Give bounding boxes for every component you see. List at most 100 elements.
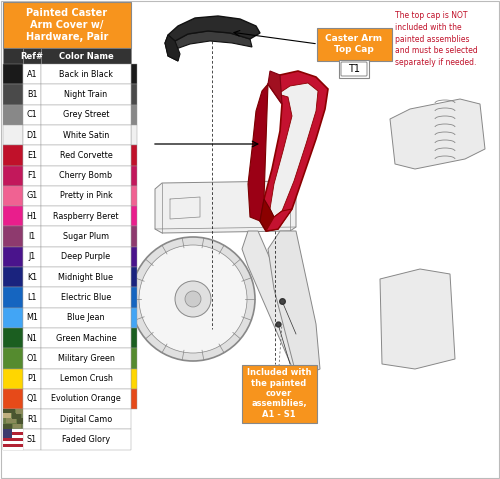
Text: Ref#: Ref# [20,52,44,60]
Bar [3,441,23,444]
Text: Included with
the painted
cover
assemblies,
A1 - S1: Included with the painted cover assembli… [247,368,311,419]
Text: Blue Jean: Blue Jean [67,313,105,322]
FancyBboxPatch shape [23,104,41,125]
Bar [3,433,23,435]
Polygon shape [268,71,282,104]
Text: Q1: Q1 [26,394,38,403]
FancyBboxPatch shape [41,287,131,308]
Text: Pretty in Pink: Pretty in Pink [60,192,112,200]
FancyBboxPatch shape [41,84,131,104]
Text: B1: B1 [27,90,37,99]
Text: N1: N1 [26,333,38,342]
Text: Cherry Bomb: Cherry Bomb [60,171,112,180]
Bar [12,413,21,420]
FancyBboxPatch shape [3,227,23,247]
Polygon shape [155,181,296,233]
Text: H1: H1 [26,212,38,221]
FancyBboxPatch shape [41,206,131,227]
Circle shape [131,237,255,361]
Bar [3,438,23,441]
FancyBboxPatch shape [131,64,137,84]
Polygon shape [165,43,178,61]
Text: Raspberry Beret: Raspberry Beret [53,212,119,221]
Bar [3,429,23,433]
FancyBboxPatch shape [41,145,131,166]
FancyBboxPatch shape [41,389,131,409]
FancyBboxPatch shape [41,308,131,328]
FancyBboxPatch shape [131,308,137,328]
FancyBboxPatch shape [41,227,131,247]
FancyBboxPatch shape [41,429,131,450]
Text: R1: R1 [27,415,37,424]
Text: E1: E1 [27,151,37,160]
FancyBboxPatch shape [131,125,137,145]
Bar [13,424,21,428]
FancyBboxPatch shape [131,368,137,389]
FancyBboxPatch shape [23,389,41,409]
FancyBboxPatch shape [41,409,131,429]
Text: The top cap is NOT
included with the
painted assemblies
and must be selected
sep: The top cap is NOT included with the pai… [395,11,478,67]
Text: Sugar Plum: Sugar Plum [63,232,109,241]
Text: T1: T1 [348,64,360,74]
FancyBboxPatch shape [41,328,131,348]
Text: K1: K1 [27,273,37,282]
Text: M1: M1 [26,313,38,322]
Text: Color Name: Color Name [58,52,114,60]
Circle shape [185,291,201,307]
Polygon shape [260,71,328,231]
Polygon shape [168,16,260,41]
Text: Caster Arm
Top Cap: Caster Arm Top Cap [326,34,382,54]
Text: A1: A1 [27,69,37,79]
FancyBboxPatch shape [3,389,23,409]
Text: Midnight Blue: Midnight Blue [58,273,114,282]
FancyBboxPatch shape [41,166,131,186]
Text: Red Corvette: Red Corvette [60,151,112,160]
FancyBboxPatch shape [23,308,41,328]
FancyBboxPatch shape [3,328,23,348]
FancyBboxPatch shape [341,62,367,76]
FancyBboxPatch shape [131,186,137,206]
Text: Green Machine: Green Machine [56,333,116,342]
Bar [3,444,23,447]
FancyBboxPatch shape [23,287,41,308]
Text: Military Green: Military Green [58,354,114,363]
Text: Night Train: Night Train [64,90,108,99]
FancyBboxPatch shape [41,125,131,145]
Text: Painted Caster
Arm Cover w/
Hardware, Pair: Painted Caster Arm Cover w/ Hardware, Pa… [26,9,108,42]
FancyBboxPatch shape [41,267,131,287]
FancyBboxPatch shape [131,227,137,247]
FancyBboxPatch shape [23,348,41,368]
Bar [17,418,23,424]
Polygon shape [165,31,252,49]
Polygon shape [248,84,268,221]
FancyBboxPatch shape [131,247,137,267]
FancyBboxPatch shape [23,84,41,104]
Text: C1: C1 [26,110,38,119]
Text: White Satin: White Satin [63,131,109,139]
FancyBboxPatch shape [41,348,131,368]
FancyBboxPatch shape [131,348,137,368]
Polygon shape [380,269,455,369]
Polygon shape [242,231,310,374]
FancyBboxPatch shape [3,287,23,308]
Text: J1: J1 [28,252,35,262]
Polygon shape [390,99,485,169]
FancyBboxPatch shape [23,247,41,267]
FancyBboxPatch shape [23,206,41,227]
Text: Electric Blue: Electric Blue [61,293,111,302]
FancyBboxPatch shape [23,267,41,287]
Text: I1: I1 [28,232,35,241]
FancyBboxPatch shape [3,409,23,429]
Text: S1: S1 [27,435,37,444]
FancyBboxPatch shape [41,368,131,389]
Text: Deep Purple: Deep Purple [62,252,110,262]
FancyBboxPatch shape [3,48,23,64]
FancyBboxPatch shape [3,429,23,450]
FancyBboxPatch shape [3,166,23,186]
Bar [3,410,15,413]
Text: O1: O1 [26,354,38,363]
Text: P1: P1 [27,374,37,383]
Bar [16,410,23,414]
FancyBboxPatch shape [3,186,23,206]
FancyBboxPatch shape [3,206,23,227]
